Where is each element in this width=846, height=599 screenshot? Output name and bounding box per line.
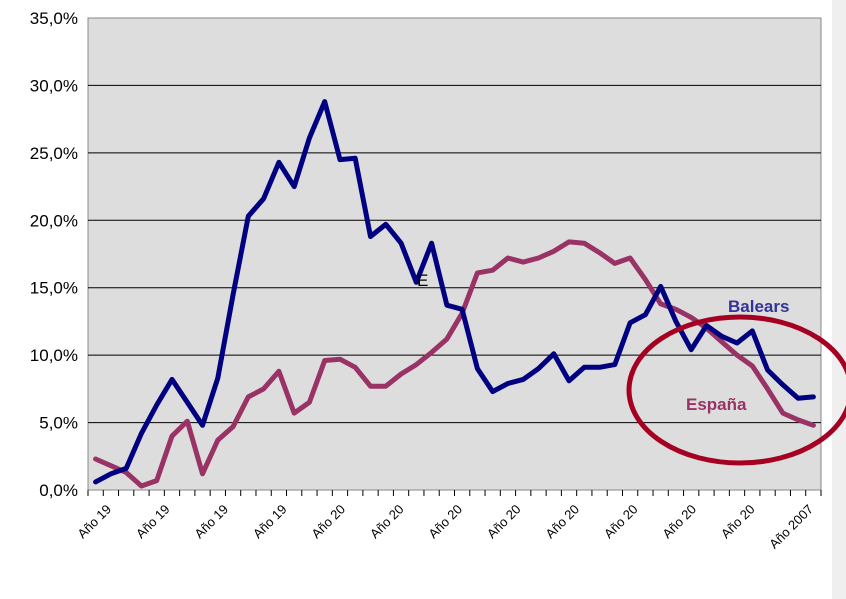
series-line-balears: [93, 99, 816, 485]
y-tick-label: 0,0%: [39, 481, 78, 500]
annotation-e: E: [417, 271, 428, 290]
plot-area: [87, 17, 822, 491]
x-category-label: Año 20: [542, 502, 582, 542]
x-category-label: Año 20: [659, 502, 699, 542]
x-axis-category-labels: Año 19 Año 19 Año 19 Año 19 Año 20 Año 20 Año …: [74, 502, 816, 552]
series-lines: [93, 99, 816, 489]
y-tick-label: 15,0%: [30, 279, 78, 298]
x-category-label: Año 20: [367, 502, 407, 542]
x-category-label: Año 20: [308, 502, 348, 542]
x-category-label: Año 20: [484, 502, 524, 542]
highlight-circle: [626, 314, 846, 466]
y-tick-label: 5,0%: [39, 414, 78, 433]
series-line-espana: [93, 239, 816, 489]
y-tick-label: 30,0%: [30, 76, 78, 95]
y-tick-label: 20,0%: [30, 211, 78, 230]
y-tick-label: 25,0%: [30, 144, 78, 163]
x-category-label: Año 20: [601, 502, 641, 542]
annotation-espana: España: [686, 395, 747, 414]
x-category-label: Año 20: [425, 502, 465, 542]
x-axis-ticks: [87, 490, 822, 496]
x-category-label: Año 19: [191, 502, 231, 542]
x-category-label: Año 2007: [766, 502, 816, 552]
annotation-balears: Balears: [728, 297, 789, 316]
x-category-label: Año 19: [250, 502, 290, 542]
x-category-label: Año 20: [718, 502, 758, 542]
x-category-label: Año 19: [74, 502, 114, 542]
x-category-label: Año 19: [133, 502, 173, 542]
grid-lines: [88, 84, 821, 424]
y-axis-tick-labels: 0,0% 5,0% 10,0% 15,0% 20,0% 25,0% 30,0% 35,0%: [30, 9, 78, 500]
y-tick-label: 35,0%: [30, 9, 78, 28]
y-tick-label: 10,0%: [30, 346, 78, 365]
scrollbar-strip: [832, 0, 846, 599]
